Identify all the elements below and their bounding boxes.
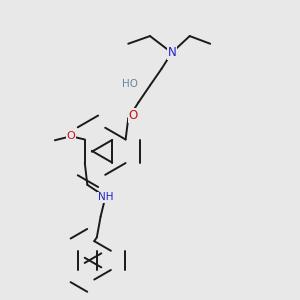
Text: NH: NH (98, 192, 113, 202)
Text: HO: HO (122, 79, 139, 89)
Text: O: O (66, 131, 75, 141)
Text: O: O (128, 109, 137, 122)
Text: N: N (167, 46, 176, 59)
